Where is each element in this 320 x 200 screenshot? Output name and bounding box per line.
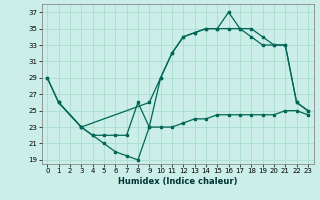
X-axis label: Humidex (Indice chaleur): Humidex (Indice chaleur) [118, 177, 237, 186]
